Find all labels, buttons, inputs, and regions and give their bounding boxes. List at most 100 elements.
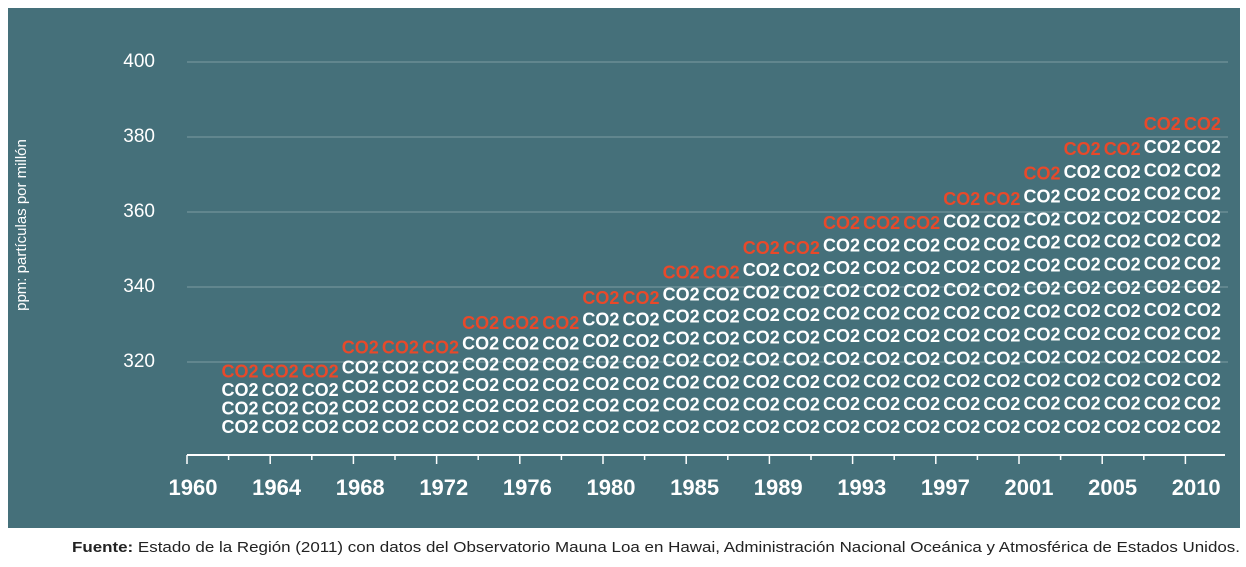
pictogram-unit: CO2 — [703, 373, 740, 393]
pictogram-unit: CO2 — [1144, 184, 1181, 204]
pictogram-unit: CO2 — [903, 417, 940, 437]
pictogram-unit: CO2 — [943, 257, 980, 277]
pictogram-unit: CO2 — [342, 397, 379, 417]
pictogram-unit: CO2 — [1144, 160, 1181, 180]
x-tick-label: 2005 — [1088, 475, 1137, 500]
x-tick-label: 1989 — [754, 475, 803, 500]
pictogram-unit: CO2 — [903, 371, 940, 391]
pictogram-unit: CO2 — [663, 285, 700, 305]
pictogram-unit: CO2 — [422, 417, 459, 437]
pictogram-unit: CO2 — [983, 371, 1020, 391]
pictogram-unit: CO2 — [1104, 301, 1141, 321]
pictogram-unit: CO2 — [1064, 417, 1101, 437]
x-tick-label: 1976 — [503, 475, 552, 500]
pictogram-unit: CO2 — [1064, 301, 1101, 321]
pictogram-unit: CO2 — [783, 394, 820, 414]
pictogram-unit: CO2 — [1184, 254, 1221, 274]
pictogram-unit: CO2 — [342, 357, 379, 377]
pictogram-unit: CO2 — [823, 417, 860, 437]
pictogram-unit: CO2 — [342, 377, 379, 397]
pictogram-unit: CO2 — [943, 280, 980, 300]
pictogram-unit: CO2 — [863, 258, 900, 278]
pictogram-unit: CO2 — [502, 417, 539, 437]
pictogram-unit: CO2 — [863, 394, 900, 414]
pictogram-unit: CO2 — [382, 357, 419, 377]
y-tick-label: 340 — [123, 276, 155, 297]
pictogram-unit: CO2 — [1184, 277, 1221, 297]
pictogram-unit: CO2 — [1144, 207, 1181, 227]
pictogram-unit: CO2 — [743, 350, 780, 370]
pictogram-unit: CO2 — [462, 354, 499, 374]
pictogram-top: CO2 — [262, 362, 299, 382]
x-tick-label: 1972 — [419, 475, 468, 500]
source-text: Estado de la Región (2011) con datos del… — [138, 539, 1240, 556]
pictogram-unit: CO2 — [983, 326, 1020, 346]
pictogram-unit: CO2 — [262, 417, 299, 437]
pictogram-unit: CO2 — [903, 303, 940, 323]
pictogram-unit: CO2 — [222, 417, 259, 437]
pictogram-unit: CO2 — [943, 212, 980, 232]
pictogram-top: CO2 — [342, 338, 379, 358]
pictogram-unit: CO2 — [1184, 393, 1221, 413]
pictogram-top: CO2 — [422, 338, 459, 358]
x-tick-label: 1964 — [252, 475, 302, 500]
pictogram-unit: CO2 — [1184, 370, 1221, 390]
pictogram-unit: CO2 — [943, 348, 980, 368]
pictogram-unit: CO2 — [623, 331, 660, 351]
pictogram-unit: CO2 — [623, 309, 660, 329]
y-tick-label: 320 — [123, 351, 155, 372]
pictogram-unit: CO2 — [823, 281, 860, 301]
pictogram-unit: CO2 — [382, 377, 419, 397]
pictogram-top: CO2 — [1024, 164, 1061, 184]
pictogram-unit: CO2 — [1024, 325, 1061, 345]
y-tick-label: 400 — [123, 51, 155, 72]
pictogram-unit: CO2 — [663, 395, 700, 415]
pictogram-unit: CO2 — [783, 260, 820, 280]
pictogram-unit: CO2 — [1064, 162, 1101, 182]
pictogram-top: CO2 — [222, 362, 259, 382]
pictogram-unit: CO2 — [983, 348, 1020, 368]
pictogram-top: CO2 — [783, 238, 820, 258]
pictogram-unit: CO2 — [983, 417, 1020, 437]
pictogram-top: CO2 — [542, 313, 579, 333]
pictogram-unit: CO2 — [1104, 185, 1141, 205]
x-tick-label: 2001 — [1005, 475, 1054, 500]
pictogram-unit: CO2 — [1024, 417, 1061, 437]
pictogram-unit: CO2 — [663, 307, 700, 327]
pictogram-unit: CO2 — [582, 352, 619, 372]
pictogram-unit: CO2 — [582, 309, 619, 329]
pictogram-unit: CO2 — [582, 331, 619, 351]
pictogram-unit: CO2 — [783, 372, 820, 392]
pictogram-unit: CO2 — [1064, 278, 1101, 298]
pictogram-unit: CO2 — [382, 397, 419, 417]
pictogram-unit: CO2 — [382, 417, 419, 437]
pictogram-top: CO2 — [582, 288, 619, 308]
pictogram-unit: CO2 — [903, 394, 940, 414]
marks: CO2CO2CO2CO2CO2CO2CO2CO2CO2CO2CO2CO2CO2C… — [222, 114, 1221, 437]
y-tick-label: 360 — [123, 201, 155, 222]
pictogram-unit: CO2 — [302, 417, 339, 437]
pictogram-unit: CO2 — [783, 417, 820, 437]
pictogram-unit: CO2 — [1184, 230, 1221, 250]
x-tick-label: 1997 — [921, 475, 970, 500]
pictogram-unit: CO2 — [943, 371, 980, 391]
chart-background — [8, 8, 1240, 528]
pictogram-unit: CO2 — [1064, 394, 1101, 414]
pictogram-unit: CO2 — [422, 377, 459, 397]
pictogram-unit: CO2 — [743, 327, 780, 347]
pictogram-unit: CO2 — [983, 280, 1020, 300]
pictogram-unit: CO2 — [302, 398, 339, 418]
pictogram-unit: CO2 — [703, 329, 740, 349]
pictogram-unit: CO2 — [743, 394, 780, 414]
pictogram-unit: CO2 — [1104, 394, 1141, 414]
pictogram-unit: CO2 — [983, 234, 1020, 254]
pictogram-unit: CO2 — [1104, 255, 1141, 275]
pictogram-unit: CO2 — [903, 281, 940, 301]
pictogram-top: CO2 — [903, 213, 940, 233]
pictogram-unit: CO2 — [823, 235, 860, 255]
pictogram-unit: CO2 — [222, 380, 259, 400]
pictogram-unit: CO2 — [1184, 324, 1221, 344]
pictogram-top: CO2 — [663, 263, 700, 283]
pictogram-unit: CO2 — [1104, 208, 1141, 228]
pictogram-unit: CO2 — [783, 305, 820, 325]
